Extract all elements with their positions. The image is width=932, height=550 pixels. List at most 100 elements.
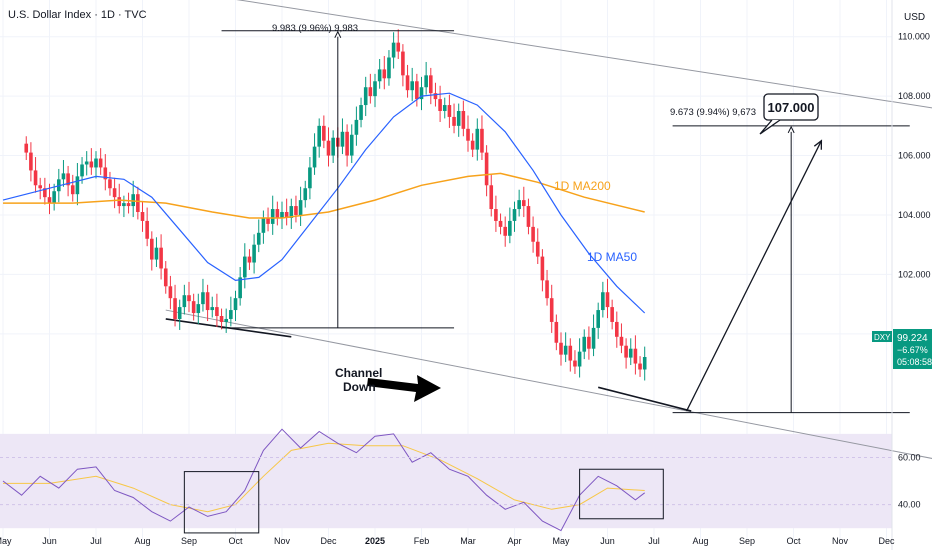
candle-body xyxy=(289,206,294,218)
time-tick-label: Aug xyxy=(134,536,150,546)
time-axis[interactable]: May Jun Jul Aug Sep Oct Nov Dec 2025 Feb Mar Apr May… xyxy=(0,536,895,546)
candle-body xyxy=(196,304,201,314)
candle-body xyxy=(545,280,549,299)
channel-label-line1: Channel xyxy=(335,366,382,380)
time-tick-label: Oct xyxy=(228,536,243,546)
candle-body xyxy=(494,209,498,221)
candle-body xyxy=(238,277,242,299)
candle-body xyxy=(256,232,261,245)
candle-body xyxy=(522,200,526,207)
time-tick-label: Mar xyxy=(460,536,476,546)
candle-body xyxy=(168,286,173,299)
candle-body xyxy=(373,81,377,97)
candle-body xyxy=(280,212,284,218)
ma200-line xyxy=(3,172,645,219)
candle-body xyxy=(396,42,401,52)
support-right-line xyxy=(598,386,692,412)
candle-body xyxy=(549,298,554,322)
candle-body xyxy=(610,307,614,322)
rsi-box-left xyxy=(183,471,260,534)
candle-body xyxy=(484,152,489,186)
price-badge-value: 99.224 xyxy=(897,333,928,344)
candle-body xyxy=(145,220,149,239)
candle-body xyxy=(331,137,335,156)
time-tick-label: Jun xyxy=(600,536,615,546)
candle-body xyxy=(489,185,494,210)
price-tick-label: 108.000 xyxy=(898,91,931,101)
channel-arrow xyxy=(367,375,441,402)
candle-body xyxy=(312,146,317,168)
candle-body xyxy=(382,69,387,79)
price-badge-countdown: 05:08:58 xyxy=(897,357,932,367)
candle-body xyxy=(512,209,517,221)
rsi-band xyxy=(0,433,892,529)
rsi-tick-label: 40.00 xyxy=(898,500,921,510)
candle-body xyxy=(243,256,247,278)
candle-body xyxy=(33,170,38,186)
candle-body xyxy=(642,357,647,370)
candle-body xyxy=(173,298,177,319)
candle-body xyxy=(187,295,191,302)
candle-body xyxy=(615,321,619,337)
channel-lines xyxy=(165,0,932,459)
candle-body xyxy=(52,191,56,204)
candle-body xyxy=(405,75,410,91)
candle-body xyxy=(177,307,182,319)
price-tick-label: 110.000 xyxy=(898,32,930,42)
candle-body xyxy=(531,226,535,242)
projection-arrow-line xyxy=(685,140,822,412)
candle-body xyxy=(456,110,461,126)
time-tick-label: Nov xyxy=(274,536,291,546)
candle-body xyxy=(387,57,391,79)
time-tick-label: Dec xyxy=(878,536,895,546)
candle-body xyxy=(480,128,484,153)
candle-body xyxy=(275,209,280,218)
candle-body xyxy=(359,105,363,120)
price-badge[interactable]: DXY 99.224 −6.67% 05:08:58 xyxy=(872,329,932,369)
candle-body xyxy=(517,200,521,210)
candle-body xyxy=(284,212,289,218)
channel-arrow-shape xyxy=(367,375,441,402)
rsi-axis[interactable]: 60.00 40.00 xyxy=(898,452,921,509)
candle-body xyxy=(61,173,66,180)
candle-body xyxy=(219,316,224,322)
candle-body xyxy=(433,93,438,100)
measure-right-arrowhead xyxy=(787,125,795,134)
target-callout[interactable]: 107.000 xyxy=(759,93,819,135)
candle-body xyxy=(215,307,219,317)
price-badge-symbol: DXY xyxy=(874,333,891,342)
measure-right-label: 9.673 (9.94%) 9,673 xyxy=(670,107,756,118)
candle-body xyxy=(503,226,507,236)
candle-body xyxy=(210,307,215,311)
rsi-box-right xyxy=(579,468,664,520)
time-tick-label: Aug xyxy=(692,536,708,546)
candle-body xyxy=(122,203,126,207)
candle-body xyxy=(601,292,605,311)
target-callout-text: 107.000 xyxy=(768,100,815,115)
measure-left-label: 9.983 (9.96%) 9,983 xyxy=(272,23,358,34)
candle-body xyxy=(442,105,447,111)
candle-body xyxy=(38,185,42,189)
candle-body xyxy=(349,134,354,156)
candle-body xyxy=(568,345,573,361)
time-tick-label: Sep xyxy=(181,536,197,546)
time-tick-label: Apr xyxy=(507,536,521,546)
price-axis[interactable]: 110.000108.000106.000104.000102.000100.0… xyxy=(898,32,931,339)
candle-body xyxy=(401,51,405,76)
candle-body xyxy=(117,197,122,207)
time-tick-label: Dec xyxy=(320,536,337,546)
candle-body xyxy=(587,336,591,349)
candle-body xyxy=(75,176,80,195)
candle-body xyxy=(317,125,321,147)
measure-tools xyxy=(221,30,910,414)
candle-body xyxy=(391,42,396,58)
candle-body xyxy=(573,360,577,367)
candle-body xyxy=(340,131,345,147)
candle-body xyxy=(98,158,103,168)
price-tick-label: 104.000 xyxy=(898,210,931,220)
candle-body xyxy=(452,116,456,126)
candle-body xyxy=(591,327,596,349)
candle-body xyxy=(326,140,331,156)
currency-label: USD xyxy=(904,12,926,23)
